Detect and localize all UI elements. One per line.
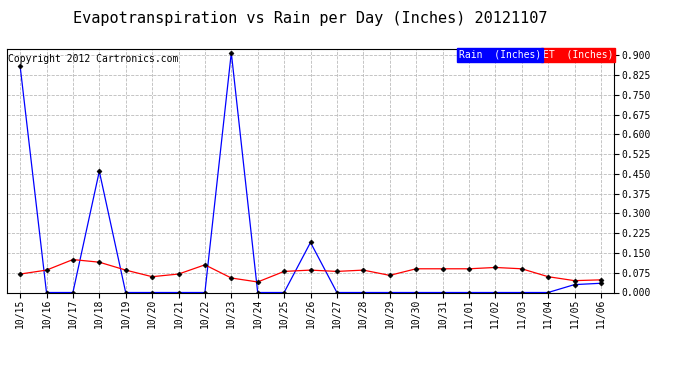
- Text: ET  (Inches): ET (Inches): [543, 50, 613, 60]
- Text: Rain  (Inches): Rain (Inches): [460, 50, 542, 60]
- Text: Copyright 2012 Cartronics.com: Copyright 2012 Cartronics.com: [8, 54, 179, 64]
- Text: Evapotranspiration vs Rain per Day (Inches) 20121107: Evapotranspiration vs Rain per Day (Inch…: [73, 11, 548, 26]
